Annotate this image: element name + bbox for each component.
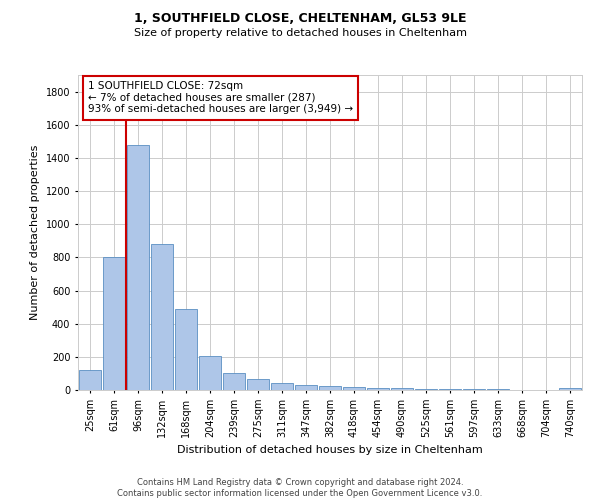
Bar [127, 144, 149, 390]
Text: 1 SOUTHFIELD CLOSE: 72sqm
← 7% of detached houses are smaller (287)
93% of semi-: 1 SOUTHFIELD CLOSE: 72sqm ← 7% of detach… [88, 82, 353, 114]
Bar [391, 388, 413, 390]
Text: Contains HM Land Registry data © Crown copyright and database right 2024.
Contai: Contains HM Land Registry data © Crown c… [118, 478, 482, 498]
Bar [319, 386, 341, 390]
Bar [103, 258, 125, 390]
X-axis label: Distribution of detached houses by size in Cheltenham: Distribution of detached houses by size … [177, 446, 483, 456]
Bar [415, 388, 437, 390]
Text: Size of property relative to detached houses in Cheltenham: Size of property relative to detached ho… [133, 28, 467, 38]
Bar [343, 386, 365, 390]
Text: 1, SOUTHFIELD CLOSE, CHELTENHAM, GL53 9LE: 1, SOUTHFIELD CLOSE, CHELTENHAM, GL53 9L… [134, 12, 466, 26]
Bar [463, 389, 485, 390]
Bar [295, 385, 317, 390]
Bar [223, 374, 245, 390]
Y-axis label: Number of detached properties: Number of detached properties [30, 145, 40, 320]
Bar [247, 379, 269, 390]
Bar [151, 244, 173, 390]
Bar [367, 388, 389, 390]
Bar [271, 382, 293, 390]
Bar [199, 356, 221, 390]
Bar [439, 389, 461, 390]
Bar [559, 388, 581, 390]
Bar [175, 309, 197, 390]
Bar [79, 370, 101, 390]
